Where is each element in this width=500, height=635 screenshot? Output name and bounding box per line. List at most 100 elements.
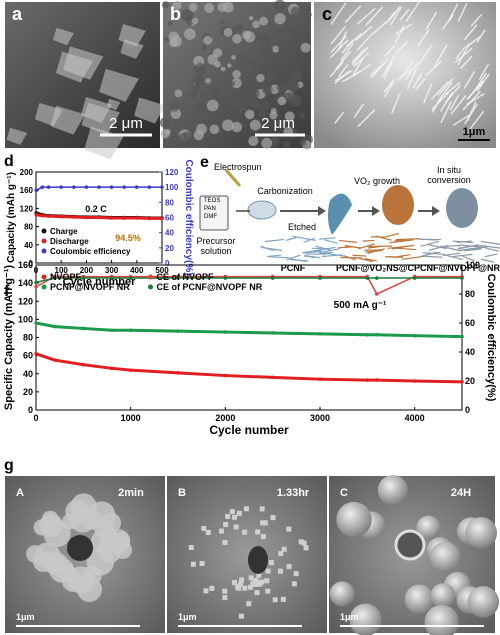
texture [404, 584, 435, 614]
texture [203, 35, 213, 45]
texture [253, 577, 259, 583]
texture [394, 254, 411, 258]
fiber-mesh [260, 233, 500, 263]
texture [330, 2, 347, 25]
texture [199, 560, 205, 566]
texture [439, 91, 454, 112]
texture [169, 102, 180, 112]
texture [244, 109, 255, 120]
texture [242, 585, 248, 591]
texture [275, 120, 280, 126]
texture [273, 0, 286, 12]
texture [222, 539, 228, 545]
data-point [223, 330, 228, 334]
texture [249, 119, 261, 131]
data-point [122, 216, 126, 220]
texture [349, 603, 382, 635]
data-point [365, 332, 370, 337]
texture [412, 73, 423, 89]
texture [43, 553, 66, 575]
annotation: 500 mA g⁻¹ [334, 300, 387, 311]
y2-tick-label: 40 [165, 229, 174, 238]
texture [445, 245, 460, 247]
texture [357, 109, 376, 128]
data-point [460, 276, 464, 280]
texture [305, 6, 311, 12]
data-point [109, 276, 114, 280]
texture [191, 92, 197, 98]
texture [195, 101, 207, 113]
beaker [199, 195, 229, 231]
texture [449, 94, 460, 111]
texture [445, 81, 461, 95]
data-point [128, 368, 133, 372]
texture [352, 57, 364, 76]
texture [269, 137, 280, 147]
panel-label: c [322, 4, 332, 24]
data-point [40, 185, 45, 189]
x-tick-label: 0 [33, 413, 38, 423]
data-point [53, 276, 57, 280]
texture [269, 111, 278, 120]
scale-label: 1μm [340, 612, 359, 622]
texture [395, 238, 420, 241]
data-point [128, 276, 133, 280]
y-tick-label: 80 [24, 223, 33, 232]
y-axis-label: Capacity (mAh g⁻¹) [6, 172, 17, 263]
texture [207, 132, 212, 137]
texture [430, 80, 450, 101]
y-tick-label: 160 [20, 186, 34, 195]
data-point [109, 216, 114, 220]
texture [362, 239, 375, 242]
texture [419, 251, 437, 258]
texture [247, 584, 253, 590]
texture [266, 61, 273, 67]
texture [222, 119, 234, 132]
texture [383, 62, 393, 80]
texture [260, 520, 266, 526]
texture [285, 237, 297, 241]
texture [227, 63, 232, 68]
texture [259, 16, 269, 26]
texture [210, 87, 221, 98]
texture [384, 45, 396, 57]
texture [262, 44, 273, 56]
texture [43, 519, 71, 548]
texture [230, 26, 239, 35]
texture [399, 8, 410, 21]
texture [405, 1, 421, 22]
texture [457, 244, 478, 250]
texture [283, 26, 294, 36]
texture [259, 506, 265, 512]
data-point [34, 352, 38, 356]
texture [341, 71, 360, 83]
data-point [59, 185, 63, 189]
y2-tick-label: 120 [165, 168, 179, 177]
precursor-label: Precursor solution [196, 236, 236, 256]
data-point [46, 185, 51, 189]
texture [253, 581, 259, 587]
texture [250, 60, 257, 68]
data-point [34, 284, 38, 289]
data-point [59, 214, 63, 219]
texture [394, 529, 426, 561]
y-tick-label: 60 [23, 351, 33, 361]
texture [368, 245, 393, 248]
texture [438, 77, 454, 96]
texture [256, 81, 264, 89]
texture [476, 29, 486, 43]
texture [194, 74, 205, 86]
texture [354, 256, 373, 263]
texture [238, 581, 244, 587]
x-tick-label: 4000 [405, 413, 425, 423]
texture [301, 540, 307, 546]
texture [284, 111, 295, 122]
texture [318, 248, 340, 254]
texture [6, 127, 28, 145]
data-point [270, 331, 275, 335]
texture [352, 254, 367, 257]
texture [336, 501, 372, 538]
texture [99, 68, 139, 102]
vo2-fiber [382, 185, 414, 225]
